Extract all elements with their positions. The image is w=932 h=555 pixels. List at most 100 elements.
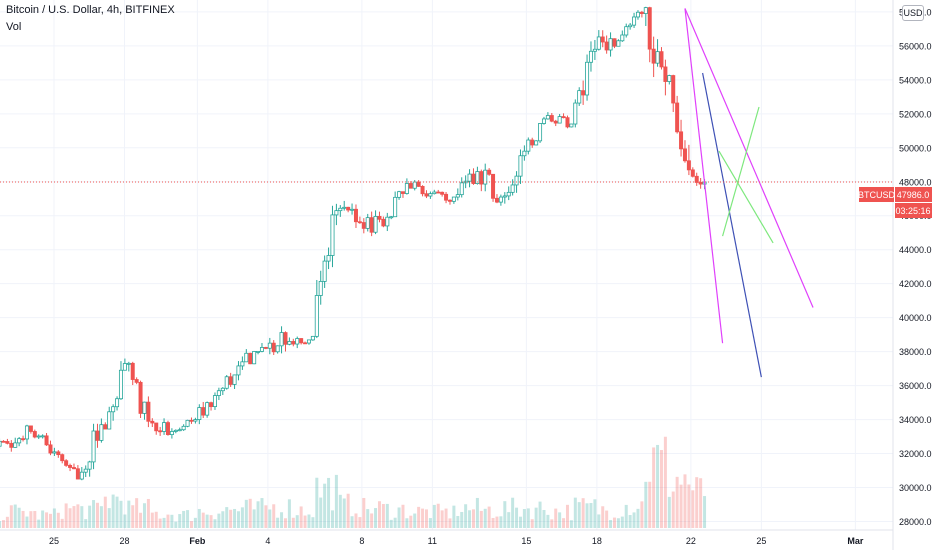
candle-body [639,11,644,14]
candle-body [585,61,590,96]
volume-bar [9,505,13,528]
time-tick-label: Feb [189,536,206,546]
volume-bar [25,516,29,528]
candle-body [236,365,241,376]
volume-bar [248,498,252,528]
volume-bar [483,508,487,528]
trendline [718,150,774,244]
volume-bar [162,517,166,528]
volume-bar [389,519,393,528]
volume-bar [667,496,671,528]
volume-bar [52,508,56,528]
volume-bar [197,508,201,528]
candle-body [675,102,680,133]
volume-bar [534,507,538,528]
candle-body [24,425,29,440]
candle-body [541,118,546,124]
volume-bar [659,450,663,528]
candle-body [283,332,288,345]
currency-button[interactable]: USD [902,5,924,21]
candle-body [275,345,280,353]
time-tick-label: 15 [521,536,531,546]
volume-bar [193,517,197,528]
volume-bar [538,501,542,528]
volume-bar [338,494,342,528]
volume-bar [562,518,566,528]
volume-bar [683,474,687,528]
candle-body [698,182,703,185]
volume-bar [37,519,41,528]
candle-body [557,116,562,124]
candle-body [690,169,695,177]
volume-bar [236,511,240,528]
candle-body [424,193,429,197]
candle-body [632,16,637,26]
candle-body [577,90,582,104]
candle-body [79,471,84,480]
volume-bar [695,477,699,528]
volume-bar [283,518,287,528]
candle-body [338,207,343,212]
candle-body [659,51,664,68]
candle-body [13,442,18,448]
time-tick-label: 11 [428,536,437,546]
volume-bar [217,513,221,528]
candle-body [475,171,480,184]
candle-body [5,441,10,444]
candle-body [326,255,331,262]
time-tick-label: 25 [49,536,59,546]
price-tick-label: 30000.0 [899,483,932,493]
volume-bar [88,505,92,528]
volume-bar [209,515,213,528]
candle-body [436,191,441,194]
volume-bar [225,507,229,528]
candle-body [75,468,80,480]
volume-bar [142,503,146,528]
time-axis[interactable]: 25 28 Feb 4 8 11 15 18 22 25 Mar [0,529,893,546]
volume-bar [542,509,546,528]
volume-bar [593,499,597,528]
volume-bar [362,497,366,528]
volume-bar [597,514,601,528]
volume-bar [60,518,64,528]
candle-body [479,171,484,185]
time-tick-label: 25 [756,536,766,546]
candle-body [36,435,41,438]
volume-bar [354,513,358,528]
candle-body [189,419,194,422]
candle-body [142,401,147,414]
candle-body [173,429,178,432]
volume-bar [624,504,628,528]
volume-bar [213,519,217,528]
candle-body [682,148,687,162]
volume-indicator-label[interactable]: Vol [6,21,22,33]
candle-body [416,181,421,187]
candle-body [318,281,323,296]
volume-bar [444,508,448,528]
trendlines[interactable] [684,8,814,378]
volume-bar [456,516,460,528]
volume-bar [150,512,154,528]
candle-body [279,332,284,347]
volume-bar [350,516,354,528]
candle-body [240,361,245,367]
volume-bar [565,504,569,528]
volume-bar [311,517,315,528]
candle-body [91,430,96,463]
candle-body [40,435,45,438]
volume-bar [671,491,675,528]
candle-body [228,376,233,385]
candle-body [635,11,640,18]
candle-body [600,36,605,43]
candle-body [56,451,61,456]
price-tick-label: 40000.0 [899,313,932,323]
volume-bar [377,501,381,528]
candle-body [506,191,511,197]
candle-body [483,169,488,185]
candle-body [353,208,358,223]
candle-body [381,218,386,227]
volume-bar [601,506,605,528]
candle-body [553,120,558,124]
